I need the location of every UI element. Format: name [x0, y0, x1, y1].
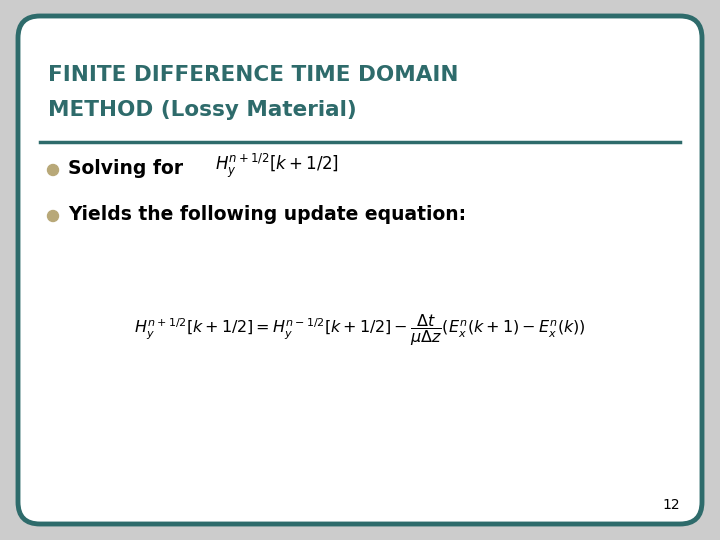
Text: $H_y^{n+1/2}[k+1/2]$: $H_y^{n+1/2}[k+1/2]$: [215, 152, 339, 180]
Circle shape: [48, 165, 58, 176]
Text: Yields the following update equation:: Yields the following update equation:: [68, 205, 466, 224]
FancyBboxPatch shape: [18, 16, 702, 524]
Circle shape: [48, 211, 58, 221]
Text: FINITE DIFFERENCE TIME DOMAIN: FINITE DIFFERENCE TIME DOMAIN: [48, 65, 459, 85]
Text: $H_y^{n+1/2}[k+1/2] = H_y^{n-1/2}[k+1/2] - \dfrac{\Delta t}{\mu \Delta z}(E_x^n(: $H_y^{n+1/2}[k+1/2] = H_y^{n-1/2}[k+1/2]…: [134, 312, 586, 348]
Text: METHOD (Lossy Material): METHOD (Lossy Material): [48, 100, 356, 120]
Text: Solving for: Solving for: [68, 159, 183, 178]
Text: 12: 12: [662, 498, 680, 512]
